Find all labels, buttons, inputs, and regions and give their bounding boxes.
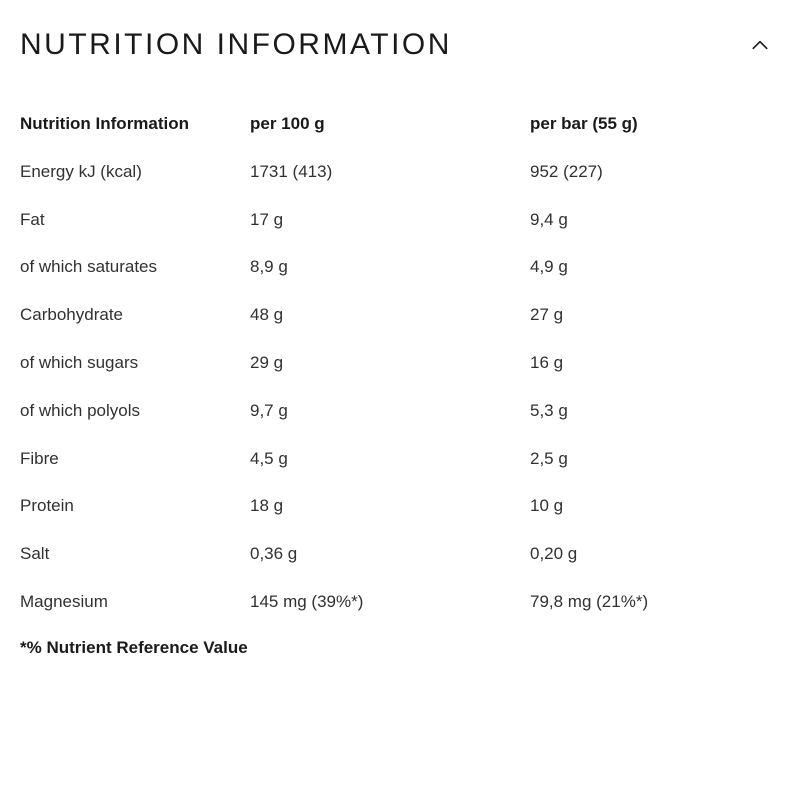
section-title: NUTRITION INFORMATION [20, 28, 452, 62]
nutrient-name: Salt [20, 542, 250, 566]
nutrient-perbar: 16 g [530, 351, 780, 375]
nutrient-perbar: 27 g [530, 303, 780, 327]
nutrient-perbar: 79,8 mg (21%*) [530, 590, 780, 614]
table-row: Protein 18 g 10 g [20, 494, 780, 518]
nutrient-name: Fat [20, 208, 250, 232]
nutrition-table: Nutrition Information per 100 g per bar … [20, 112, 780, 658]
nutrient-perbar: 9,4 g [530, 208, 780, 232]
nutrient-per100g: 8,9 g [250, 255, 530, 279]
nutrient-name: of which sugars [20, 351, 250, 375]
chevron-up-icon[interactable] [750, 35, 770, 55]
nutrient-per100g: 17 g [250, 208, 530, 232]
table-row: Magnesium 145 mg (39%*) 79,8 mg (21%*) [20, 590, 780, 614]
table-header-row: Nutrition Information per 100 g per bar … [20, 112, 780, 136]
table-row: Fibre 4,5 g 2,5 g [20, 447, 780, 471]
column-header-per100g: per 100 g [250, 112, 530, 136]
nutrient-per100g: 9,7 g [250, 399, 530, 423]
nutrient-name: of which saturates [20, 255, 250, 279]
nutrient-per100g: 18 g [250, 494, 530, 518]
nutrient-name: Magnesium [20, 590, 250, 614]
nutrient-per100g: 0,36 g [250, 542, 530, 566]
nutrient-perbar: 2,5 g [530, 447, 780, 471]
nutrient-per100g: 1731 (413) [250, 160, 530, 184]
column-header-perbar: per bar (55 g) [530, 112, 780, 136]
table-row: of which sugars 29 g 16 g [20, 351, 780, 375]
table-row: Carbohydrate 48 g 27 g [20, 303, 780, 327]
nutrient-per100g: 29 g [250, 351, 530, 375]
nutrient-perbar: 5,3 g [530, 399, 780, 423]
table-row: of which saturates 8,9 g 4,9 g [20, 255, 780, 279]
nutrient-per100g: 145 mg (39%*) [250, 590, 530, 614]
table-row: Energy kJ (kcal) 1731 (413) 952 (227) [20, 160, 780, 184]
table-row: Salt 0,36 g 0,20 g [20, 542, 780, 566]
nutrient-name: Fibre [20, 447, 250, 471]
nutrient-perbar: 0,20 g [530, 542, 780, 566]
nutrient-name: Carbohydrate [20, 303, 250, 327]
nutrient-name: Protein [20, 494, 250, 518]
nutrient-perbar: 952 (227) [530, 160, 780, 184]
nutrient-name: Energy kJ (kcal) [20, 160, 250, 184]
column-header-name: Nutrition Information [20, 112, 250, 136]
footnote: *% Nutrient Reference Value [20, 638, 780, 658]
nutrition-panel: NUTRITION INFORMATION Nutrition Informat… [0, 0, 800, 678]
nutrient-per100g: 48 g [250, 303, 530, 327]
nutrient-name: of which polyols [20, 399, 250, 423]
table-row: Fat 17 g 9,4 g [20, 208, 780, 232]
nutrient-perbar: 4,9 g [530, 255, 780, 279]
table-row: of which polyols 9,7 g 5,3 g [20, 399, 780, 423]
nutrient-perbar: 10 g [530, 494, 780, 518]
nutrient-per100g: 4,5 g [250, 447, 530, 471]
panel-header[interactable]: NUTRITION INFORMATION [20, 28, 780, 62]
